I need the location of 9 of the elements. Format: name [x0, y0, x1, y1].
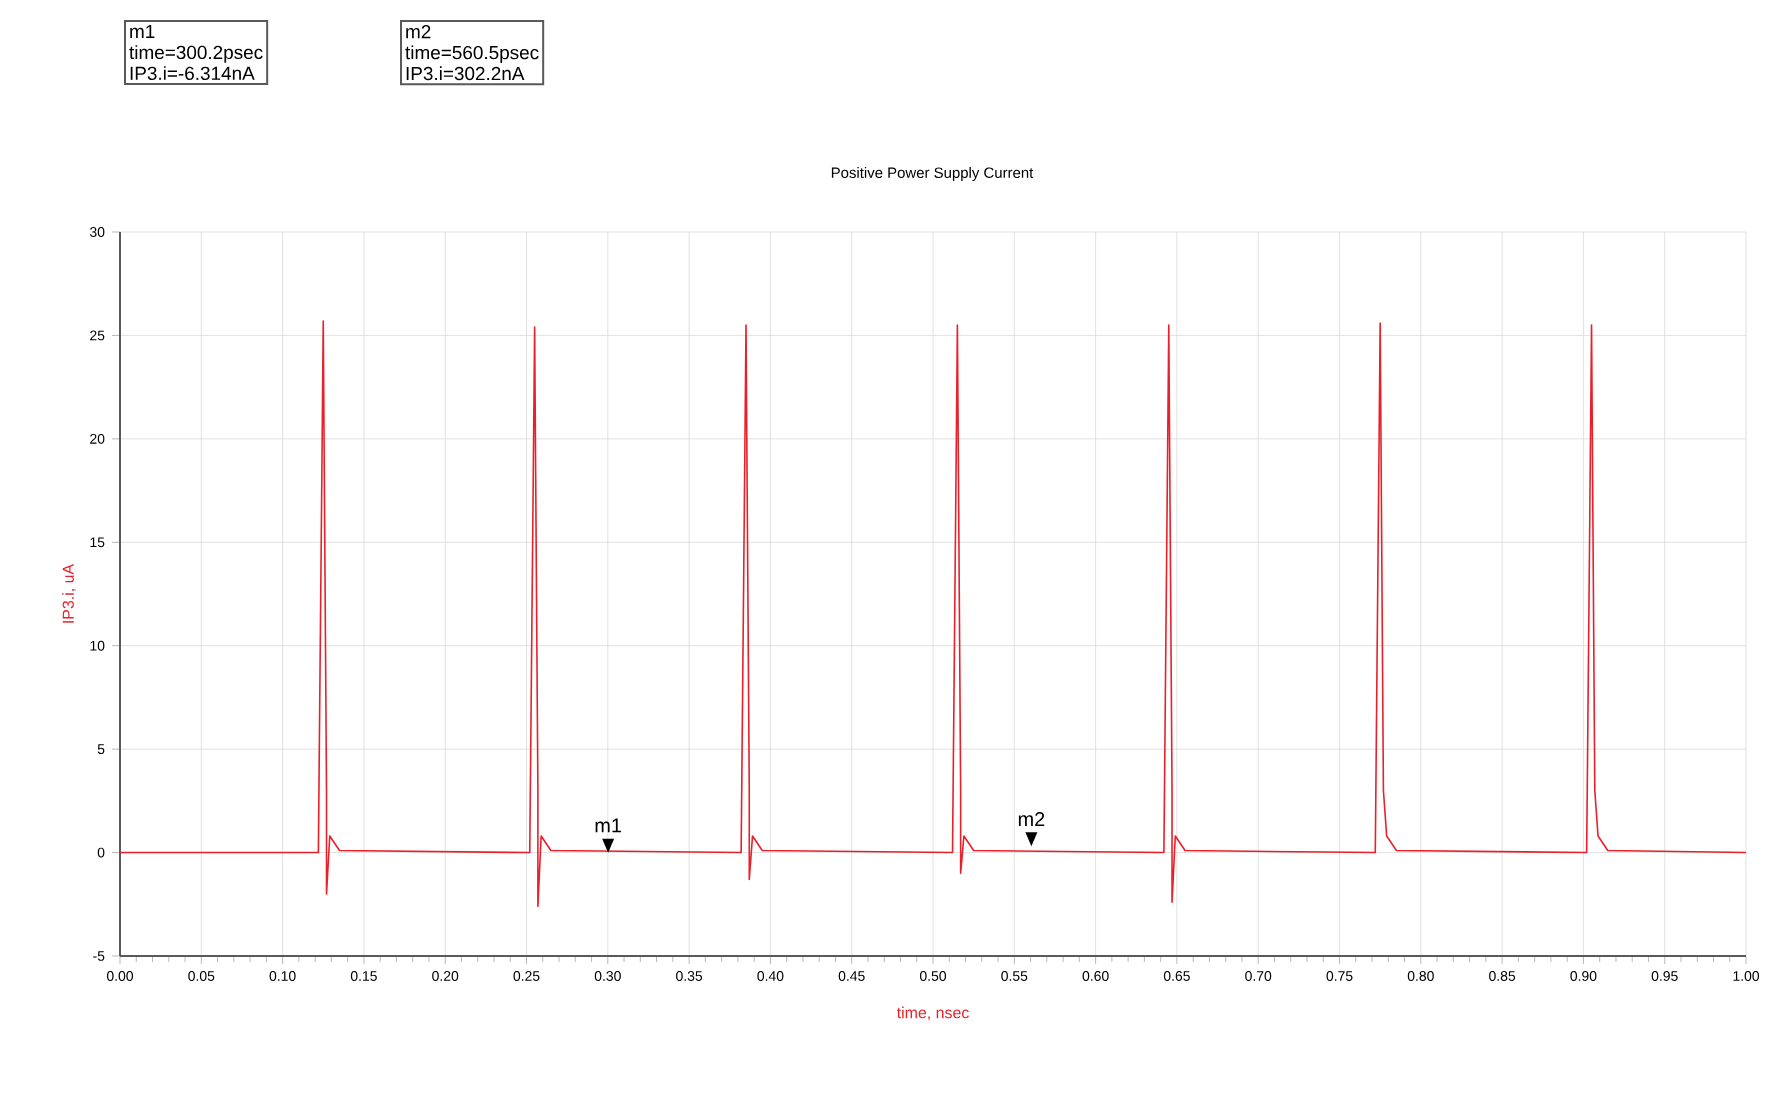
text: m2	[406, 24, 431, 39]
text: time=300.2psec	[129, 45, 263, 63]
annotation: m2	[1018, 812, 1045, 826]
text: IP3.i=302.2nA	[406, 66, 525, 81]
text: time=560.5psec	[405, 45, 539, 64]
line-series	[119, 320, 1747, 908]
text: m1	[130, 24, 155, 39]
text: IP3.i=-6.314nA	[130, 66, 255, 81]
annotation: m1	[595, 818, 622, 833]
